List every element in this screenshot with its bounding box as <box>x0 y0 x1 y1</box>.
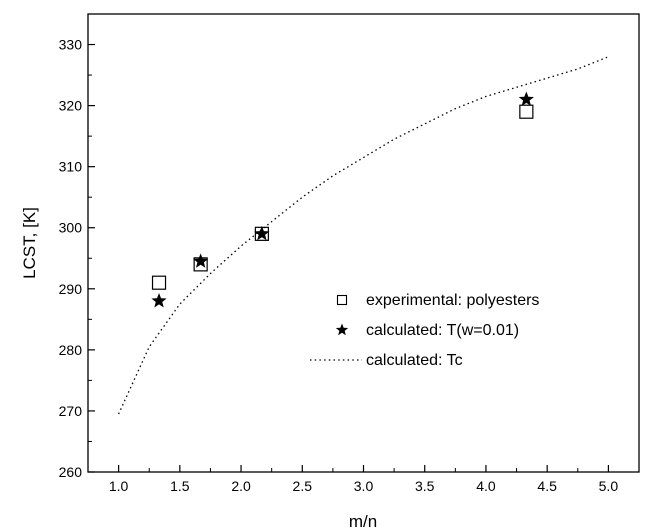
series-layer <box>118 56 609 415</box>
legend-square-symbol <box>336 294 348 306</box>
x-tick-label: 4.0 <box>476 478 496 494</box>
y-tick-label: 330 <box>59 37 83 53</box>
legend-star-symbol <box>335 323 349 336</box>
x-tick-label: 4.5 <box>537 478 557 494</box>
legend-marker-open-square <box>336 294 348 306</box>
calculated-point <box>193 253 209 268</box>
calculated-point <box>254 225 270 241</box>
x-tick-label: 2.5 <box>293 478 313 494</box>
calculated-point <box>151 293 167 308</box>
legend-entry-experimental: experimental: polyesters <box>366 292 539 309</box>
x-tick-label: 3.5 <box>415 478 435 494</box>
x-tick-label: 1.0 <box>109 478 129 494</box>
y-tick-label: 310 <box>59 159 83 175</box>
y-tick-label: 320 <box>59 98 83 114</box>
legend-marker-filled-star <box>335 323 349 336</box>
y-tick-label: 270 <box>59 403 83 419</box>
tc-dotted-line <box>118 56 609 415</box>
x-tick-label: 3.0 <box>354 478 374 494</box>
axis-ticks: 1.0 1.5 2.0 2.5 3.0 3.5 4.0 4.5 5.0 260 270 280 290 3… <box>59 13 640 494</box>
x-tick-label: 5.0 <box>599 478 619 494</box>
y-tick-label: 280 <box>59 342 83 358</box>
legend-entry-calculated-tc: calculated: Tc <box>366 352 463 369</box>
y-tick-label: 260 <box>59 464 83 480</box>
experimental-point <box>151 275 167 290</box>
y-tick-label: 290 <box>59 281 83 297</box>
legend-entry-calculated-t: calculated: T(w=0.01) <box>366 322 519 339</box>
plot-frame <box>87 13 640 473</box>
y-axis-label: LCST, [K] <box>20 207 39 279</box>
x-axis-label: m/n <box>349 512 377 531</box>
experimental-point <box>519 104 534 119</box>
calculated-point <box>518 91 534 106</box>
x-tick-label: 1.5 <box>170 478 190 494</box>
y-tick-label: 300 <box>59 220 83 236</box>
legend: experimental: polyesters calculated: T(w… <box>310 292 539 369</box>
x-tick-label: 2.0 <box>231 478 251 494</box>
